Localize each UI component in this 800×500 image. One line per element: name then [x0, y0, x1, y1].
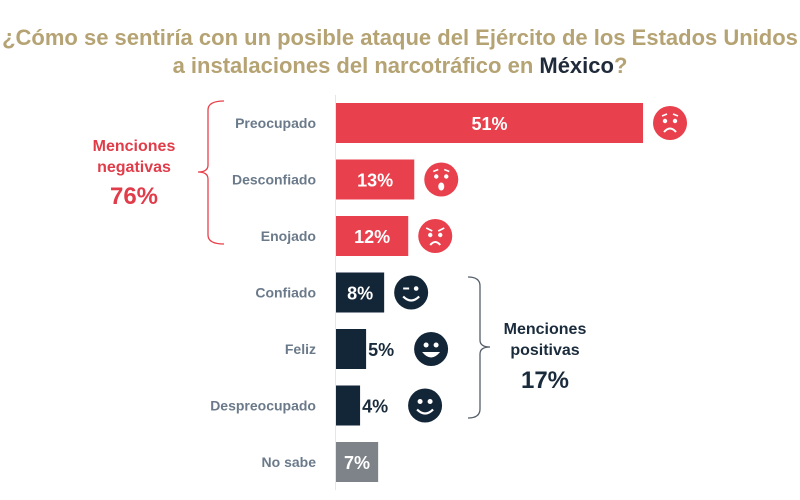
title-highlight: México — [539, 53, 614, 78]
worried-face-icon — [653, 106, 688, 140]
data-label: 4% — [362, 397, 388, 417]
data-label: 5% — [368, 340, 394, 360]
bar — [336, 385, 361, 426]
annotation-positive-line1: Menciones — [504, 321, 587, 338]
bar — [336, 272, 385, 313]
chart-title: ¿Cómo se sentiría con un posible ataque … — [0, 24, 800, 80]
winking-face-icon — [394, 275, 429, 310]
category-label: Desconfiado — [232, 172, 316, 188]
surprised-face-icon — [424, 162, 459, 197]
bar — [336, 442, 379, 482]
annotation-positive-line2: positivas — [510, 342, 579, 359]
data-label: 12% — [354, 227, 390, 247]
category-label: No sabe — [262, 454, 317, 470]
category-label: Confiado — [255, 285, 316, 301]
annotation-negative-line1: Menciones — [93, 138, 176, 155]
bracket-positive — [467, 276, 491, 419]
category-label: Enojado — [261, 228, 316, 244]
annotation-negative-total: 76% — [110, 183, 158, 210]
bar — [336, 216, 409, 256]
bar — [336, 103, 644, 143]
data-label: 7% — [344, 453, 370, 473]
data-label: 8% — [347, 284, 373, 304]
category-label: Despreocupado — [210, 398, 316, 414]
data-label: 13% — [357, 171, 393, 191]
grinning-face-icon — [414, 332, 449, 366]
angry-face-icon — [418, 219, 453, 253]
title-line-2: a instalaciones del narcotráfico en Méxi… — [172, 53, 628, 78]
bracket-negative — [197, 100, 225, 245]
bar — [336, 329, 367, 369]
smiling-face-icon — [408, 388, 443, 423]
data-label: 51% — [471, 114, 507, 134]
annotation-negative-line2: negativas — [97, 159, 171, 176]
annotation-positive-total: 17% — [521, 367, 569, 394]
title-line-1: ¿Cómo se sentiría con un posible ataque … — [2, 25, 798, 50]
category-label: Preocupado — [235, 115, 316, 131]
category-label: Feliz — [285, 341, 316, 357]
bar — [336, 159, 415, 200]
